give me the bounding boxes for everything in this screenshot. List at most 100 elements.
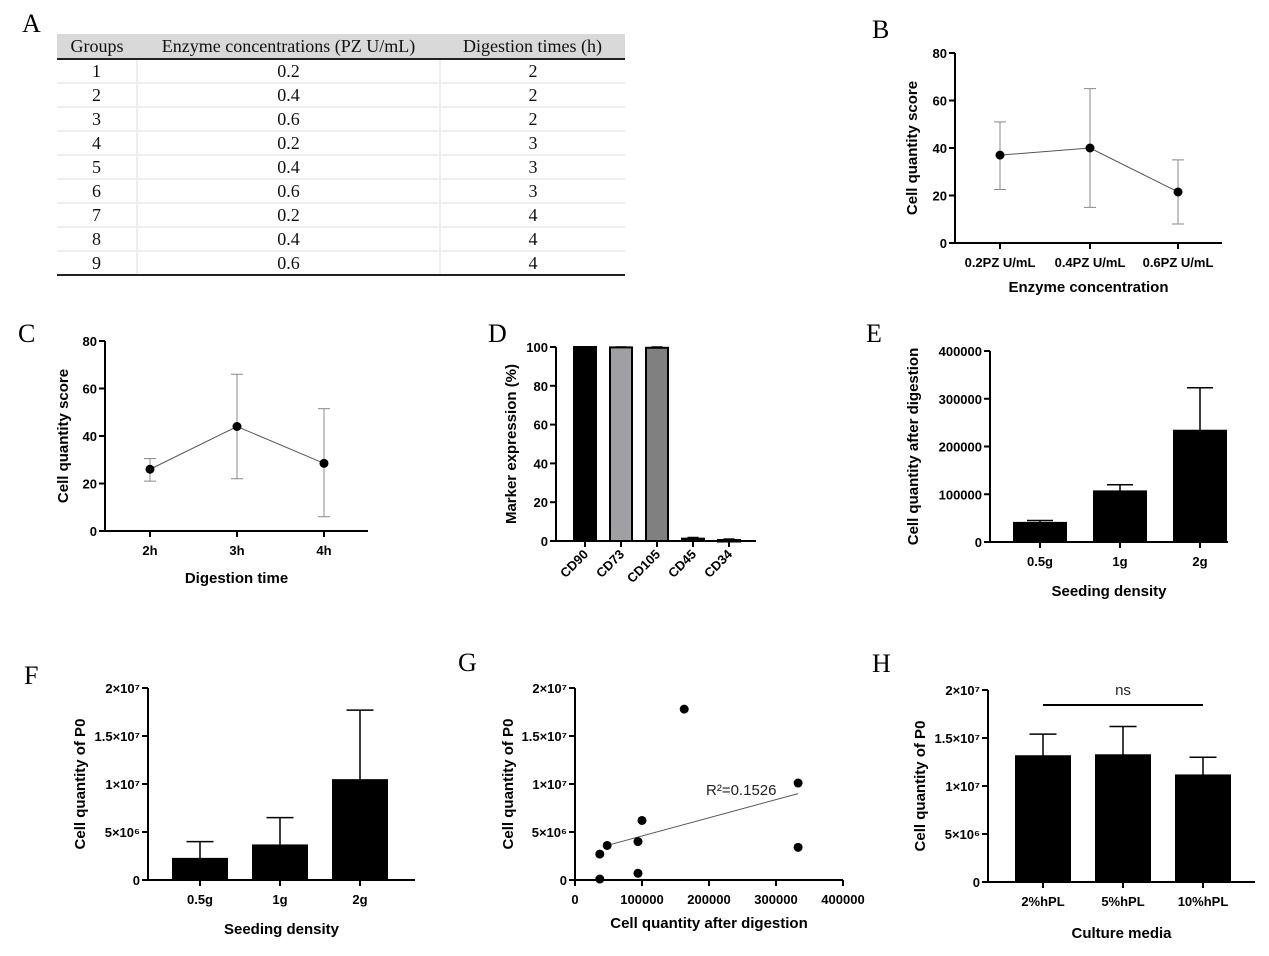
bar [332, 779, 388, 881]
cell-group: 6 [57, 179, 137, 204]
y-tick-label: 40 [534, 456, 548, 471]
x-tick-label: 200000 [687, 892, 730, 907]
cell-time: 2 [439, 59, 625, 84]
panel-a-table: Groups Enzyme concentrations (PZ U/mL) D… [57, 34, 625, 276]
x-tick-label: CD34 [701, 546, 736, 581]
y-tick-label: 0 [940, 236, 947, 251]
bar [1015, 755, 1071, 883]
data-point [793, 842, 803, 852]
panel-f: 0 5×10⁶ 1×10⁷ 1.5×10⁷ 2×10⁷ Cell quantity of … [72, 681, 415, 938]
x-axis-label: Digestion time [185, 570, 288, 587]
table-row: 9 0.6 4 [57, 251, 625, 276]
data-point [1085, 143, 1095, 153]
panel-label-a: A [22, 9, 41, 38]
bar [573, 346, 597, 542]
cell-group: 4 [57, 131, 137, 156]
y-tick-label: 0 [560, 873, 567, 888]
cell-time: 4 [439, 227, 625, 252]
y-tick-label: 20 [933, 189, 947, 204]
y-axis-label: Cell quantity score [904, 81, 921, 215]
y-tick-label: 1×10⁷ [945, 779, 980, 794]
x-tick-label: 10%hPL [1178, 894, 1229, 909]
cell-time: 4 [439, 203, 625, 228]
table-row: 6 0.6 3 [57, 179, 625, 204]
y-tick-label: 0 [973, 875, 980, 890]
x-tick-label: 0.5g [1027, 554, 1053, 569]
data-point [145, 464, 155, 474]
bar [252, 844, 308, 882]
bar [1013, 521, 1067, 544]
header-groups: Groups [57, 34, 137, 60]
panel-label-d: D [488, 319, 507, 348]
x-tick-label: 400000 [821, 892, 864, 907]
table-row: 5 0.4 3 [57, 155, 625, 180]
x-tick-label: 0 [571, 892, 578, 907]
y-tick-label: 100 [526, 340, 548, 355]
panel-d: 0 20 40 60 80 100 Marker expression (%) CD90 CD7… [503, 340, 756, 586]
data-point [679, 704, 689, 714]
header-digestion: Digestion times (h) [440, 34, 625, 60]
table-row: 1 0.2 2 [57, 59, 625, 84]
x-tick-label: 0.6PZ U/mL [1143, 255, 1214, 270]
x-axis-label: Seeding density [224, 921, 340, 938]
panel-c: 0 20 40 60 80 Cell quantity score Digestion ti… [55, 334, 368, 587]
x-axis-label: Seeding density [1051, 583, 1167, 600]
y-axis-label: Cell quantity of P0 [72, 719, 89, 850]
y-tick-label: 80 [83, 334, 97, 349]
data-point [232, 422, 242, 431]
bar [1173, 429, 1227, 543]
cell-enzyme: 0.2 [136, 131, 440, 156]
x-axis-label: Enzyme concentration [1008, 279, 1168, 296]
panel-label-c: C [18, 319, 35, 348]
cell-enzyme: 0.2 [136, 203, 440, 228]
y-tick-label: 40 [933, 141, 947, 156]
panel-label-h: H [872, 649, 891, 678]
cell-group: 7 [57, 203, 137, 228]
cell-enzyme: 0.6 [136, 251, 440, 276]
y-tick-label: 200000 [939, 440, 982, 455]
y-tick-label: 0 [975, 535, 982, 550]
bar [645, 346, 669, 542]
cell-enzyme: 0.2 [136, 59, 440, 84]
x-tick-label: 4h [316, 543, 331, 558]
x-axis-label: Cell quantity after digestion [610, 915, 808, 932]
cell-enzyme: 0.6 [136, 107, 440, 132]
y-tick-label: 2×10⁷ [532, 681, 567, 696]
y-tick-label: 60 [534, 418, 548, 433]
x-tick-label: CD105 [624, 547, 663, 586]
cell-group: 5 [57, 155, 137, 180]
y-tick-label: 2×10⁷ [105, 681, 140, 696]
y-tick-label: 2×10⁷ [945, 683, 980, 698]
cell-enzyme: 0.4 [136, 227, 440, 252]
data-point [1173, 187, 1183, 197]
panel-e: 0 100000 200000 300000 400000 Cell quantity a… [905, 344, 1228, 600]
data-point [633, 868, 643, 878]
cell-group: 2 [57, 83, 137, 108]
data-point [595, 874, 605, 884]
y-tick-label: 60 [83, 382, 97, 397]
y-tick-label: 5×10⁶ [945, 827, 980, 842]
y-tick-label: 400000 [939, 344, 982, 359]
y-tick-label: 5×10⁶ [105, 825, 140, 840]
cell-time: 3 [439, 131, 625, 156]
x-tick-label: CD45 [665, 547, 699, 581]
y-tick-label: 1.5×10⁷ [522, 729, 568, 744]
y-tick-label: 0 [90, 524, 97, 539]
x-tick-label: 2g [352, 892, 367, 907]
y-tick-label: 20 [83, 477, 97, 492]
data-point [633, 837, 643, 847]
x-tick-label: CD73 [593, 547, 627, 581]
cell-enzyme: 0.4 [136, 83, 440, 108]
x-tick-label: 300000 [754, 892, 797, 907]
x-tick-label: 2h [142, 543, 157, 558]
x-tick-label: 2g [1192, 554, 1207, 569]
data-point [637, 815, 647, 825]
data-point [602, 840, 612, 850]
y-tick-label: 300000 [939, 392, 982, 407]
panel-label-e: E [866, 319, 882, 348]
x-tick-label: 0.5g [187, 892, 213, 907]
significance-label: ns [1115, 682, 1131, 699]
x-tick-label: CD90 [557, 547, 591, 581]
cell-group: 9 [57, 251, 137, 276]
table-row: 3 0.6 2 [57, 107, 625, 132]
